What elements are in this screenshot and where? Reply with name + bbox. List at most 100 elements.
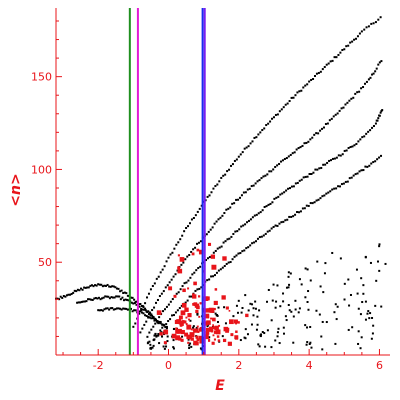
data-point (120, 308, 123, 311)
data-point (345, 45, 348, 48)
data-point (172, 339, 175, 342)
data-point (257, 212, 260, 215)
data-point (264, 174, 267, 177)
data-point (121, 296, 124, 299)
data-point (187, 338, 190, 341)
data-point (96, 297, 99, 300)
data-point (287, 155, 290, 158)
data-point (377, 18, 380, 21)
data-point (165, 323, 168, 326)
data-point (331, 251, 334, 254)
data-point (155, 318, 158, 321)
data-point (288, 309, 291, 312)
data-point (187, 279, 190, 282)
data-point (190, 250, 193, 253)
data-point (274, 306, 277, 309)
data-point (275, 300, 278, 303)
data-point (147, 292, 150, 295)
data-point (348, 99, 351, 102)
data-point (172, 347, 175, 350)
data-point (347, 44, 350, 47)
data-point (266, 300, 269, 303)
data-point (294, 308, 297, 311)
data-point (126, 298, 129, 301)
data-point (159, 271, 162, 274)
data-point (301, 207, 304, 210)
data-point (150, 347, 153, 350)
data-point (371, 332, 374, 335)
data-point (271, 117, 274, 120)
data-point (288, 100, 291, 103)
data-point (343, 48, 346, 51)
data-point-red (156, 310, 162, 315)
data-point (76, 288, 79, 291)
data-point (257, 133, 260, 136)
data-point-red (204, 313, 210, 319)
data-point (208, 194, 211, 197)
data-point (252, 307, 255, 310)
data-point (365, 132, 368, 135)
data-point (108, 285, 111, 288)
data-point (246, 221, 249, 224)
data-point (277, 327, 280, 330)
data-point (196, 312, 199, 315)
data-point (282, 106, 285, 109)
data-point (271, 299, 274, 302)
data-point (324, 163, 327, 166)
data-point (377, 117, 380, 120)
data-point (331, 157, 334, 160)
data-point (276, 284, 279, 287)
data-point-red (213, 300, 218, 306)
data-point (104, 295, 107, 298)
data-point (270, 346, 273, 349)
data-point-red (168, 286, 173, 291)
data-point (169, 253, 172, 256)
data-point (319, 129, 322, 132)
data-point (327, 191, 330, 194)
data-point (347, 278, 350, 281)
data-point (335, 187, 338, 190)
data-point (326, 161, 329, 164)
data-point (276, 164, 279, 167)
data-point-red (185, 323, 188, 326)
data-point (282, 326, 285, 329)
data-point (152, 344, 155, 347)
data-point-red (163, 329, 169, 335)
data-point-red (180, 310, 186, 316)
data-point-red (195, 309, 199, 314)
data-point (227, 207, 230, 210)
data-point (70, 292, 73, 295)
data-point (246, 188, 249, 191)
data-point (366, 312, 369, 315)
data-point-red (171, 333, 177, 339)
data-point-red (183, 320, 187, 324)
data-point (206, 195, 209, 198)
y-tick-label: 50 (38, 256, 52, 269)
data-point (294, 299, 297, 302)
data-point (115, 287, 118, 290)
data-point (76, 301, 79, 304)
data-point (314, 168, 317, 171)
data-point (172, 314, 175, 317)
data-point (172, 275, 175, 278)
data-point (143, 308, 146, 311)
data-point (259, 211, 262, 214)
data-point (381, 109, 384, 112)
data-point (274, 339, 277, 342)
data-point (375, 67, 378, 70)
data-point (183, 230, 186, 233)
data-point (325, 321, 328, 324)
data-point (112, 308, 115, 311)
data-point (151, 309, 154, 312)
data-point (319, 197, 322, 200)
data-point (306, 268, 309, 271)
data-point (350, 176, 353, 179)
data-point (276, 224, 279, 227)
data-point (319, 285, 322, 288)
data-point (363, 135, 366, 138)
data-point (315, 132, 318, 135)
data-point (244, 328, 247, 331)
data-point (75, 290, 78, 293)
data-point-red (182, 288, 186, 293)
data-point (323, 194, 326, 197)
